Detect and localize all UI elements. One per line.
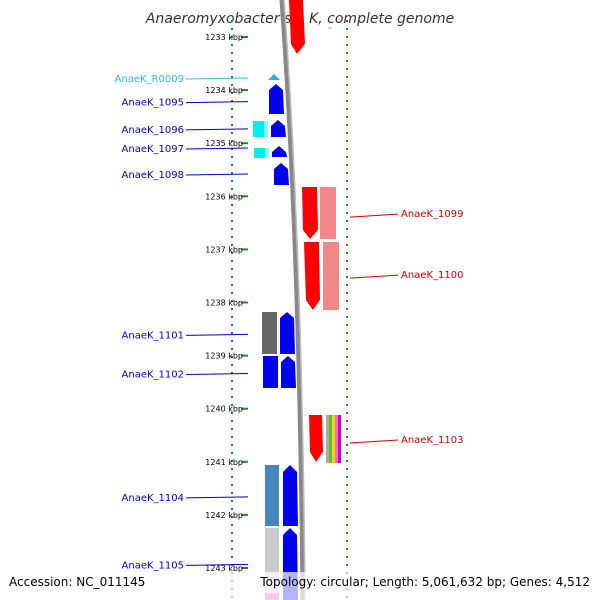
forward-gene-feature xyxy=(272,146,287,157)
gene-leader-line xyxy=(185,173,249,176)
gene-label-anaek-1099[interactable]: AnaeK_1099 xyxy=(401,209,463,220)
reverse-gene-shadow xyxy=(329,415,332,463)
gene-leader-line xyxy=(185,147,249,150)
cyan-gene-feature xyxy=(264,121,268,137)
gene-label-anaek-1096[interactable]: AnaeK_1096 xyxy=(122,125,184,136)
forward-gene-feature xyxy=(281,356,296,388)
footer-backdrop xyxy=(0,572,600,600)
tick-label: 1239 kbp xyxy=(205,352,243,361)
reverse-gene-feature xyxy=(289,0,305,54)
tick-group: 1233 kbp 1234 kbp 1235 kbp 1236 kbp 1237 kbp… xyxy=(205,33,248,573)
forward-gene-feature xyxy=(280,312,295,354)
cyan-gene-feature xyxy=(265,148,269,158)
tick-label: 1235 kbp xyxy=(205,139,243,148)
gene-label-anaek-r0009[interactable]: AnaeK_R0009 xyxy=(115,74,184,85)
forward-gene-feature xyxy=(283,465,298,526)
gene-label-anaek-1103[interactable]: AnaeK_1103 xyxy=(401,435,463,446)
tick-label: 1236 kbp xyxy=(205,192,243,201)
gene-label-anaek-1095[interactable]: AnaeK_1095 xyxy=(122,98,184,109)
gene-leader-line xyxy=(185,333,249,336)
forward-gene-feature xyxy=(269,84,284,114)
reverse-gene-shadow xyxy=(323,242,339,310)
tick-label: 1237 kbp xyxy=(205,245,243,254)
gene-features xyxy=(253,0,341,600)
genome-backbone-highlight xyxy=(283,0,306,600)
tick-label: 1243 kbp xyxy=(205,564,243,573)
gene-label-anaek-1100[interactable]: AnaeK_1100 xyxy=(401,270,463,281)
accession-text: Accession: NC_011145 xyxy=(9,575,145,589)
tick-label: 1240 kbp xyxy=(205,405,243,414)
gene-label-anaek-1102[interactable]: AnaeK_1102 xyxy=(122,369,184,380)
gene-leader-line xyxy=(185,77,249,80)
cyan-gene-feature xyxy=(254,148,266,158)
reverse-gene-shadow xyxy=(335,415,338,463)
reverse-gene-shadow xyxy=(332,415,335,463)
gene-label-anaek-1097[interactable]: AnaeK_1097 xyxy=(122,144,184,155)
cyan-gene-feature xyxy=(253,121,265,137)
reverse-gene-shadow xyxy=(338,415,341,463)
reverse-gene-feature xyxy=(304,242,320,310)
gene-leader-line xyxy=(349,274,399,279)
gene-label-group: AnaeK_R0009 AnaeK_1095 AnaeK_1096 AnaeK_109… xyxy=(115,74,464,571)
reverse-gene-shadow xyxy=(326,415,329,463)
forward-gene-feature xyxy=(263,356,278,388)
steel-gene-feature xyxy=(265,465,279,526)
gene-leader-line xyxy=(185,372,249,375)
gene-leader-line xyxy=(349,213,399,218)
gene-leader-line xyxy=(185,496,249,499)
tick-label: 1241 kbp xyxy=(205,458,243,467)
tick-label: 1242 kbp xyxy=(205,511,243,520)
rna-gene-feature xyxy=(268,74,280,80)
reverse-gene-feature xyxy=(309,415,323,462)
grey-gene-feature xyxy=(262,312,277,354)
reverse-gene-feature xyxy=(302,187,318,239)
tick-label: 1238 kbp xyxy=(205,299,243,308)
gene-leader-line xyxy=(185,563,249,566)
genome-backbone xyxy=(279,0,306,600)
forward-gene-feature xyxy=(274,163,289,185)
genome-info-text: Topology: circular; Length: 5,061,632 bp… xyxy=(259,575,590,589)
gene-leader-line xyxy=(185,128,249,131)
gene-leader-line xyxy=(349,439,399,444)
gene-label-anaek-1105[interactable]: AnaeK_1105 xyxy=(122,560,184,571)
reverse-gene-shadow xyxy=(320,187,336,239)
gene-label-anaek-1104[interactable]: AnaeK_1104 xyxy=(122,493,184,504)
gene-label-anaek-1101[interactable]: AnaeK_1101 xyxy=(122,330,184,341)
gene-label-anaek-1098[interactable]: AnaeK_1098 xyxy=(122,170,184,181)
tick-label: 1233 kbp xyxy=(205,33,243,42)
gene-leader-line xyxy=(185,101,249,104)
tick-label: 1234 kbp xyxy=(205,86,243,95)
forward-gene-feature xyxy=(271,120,286,137)
